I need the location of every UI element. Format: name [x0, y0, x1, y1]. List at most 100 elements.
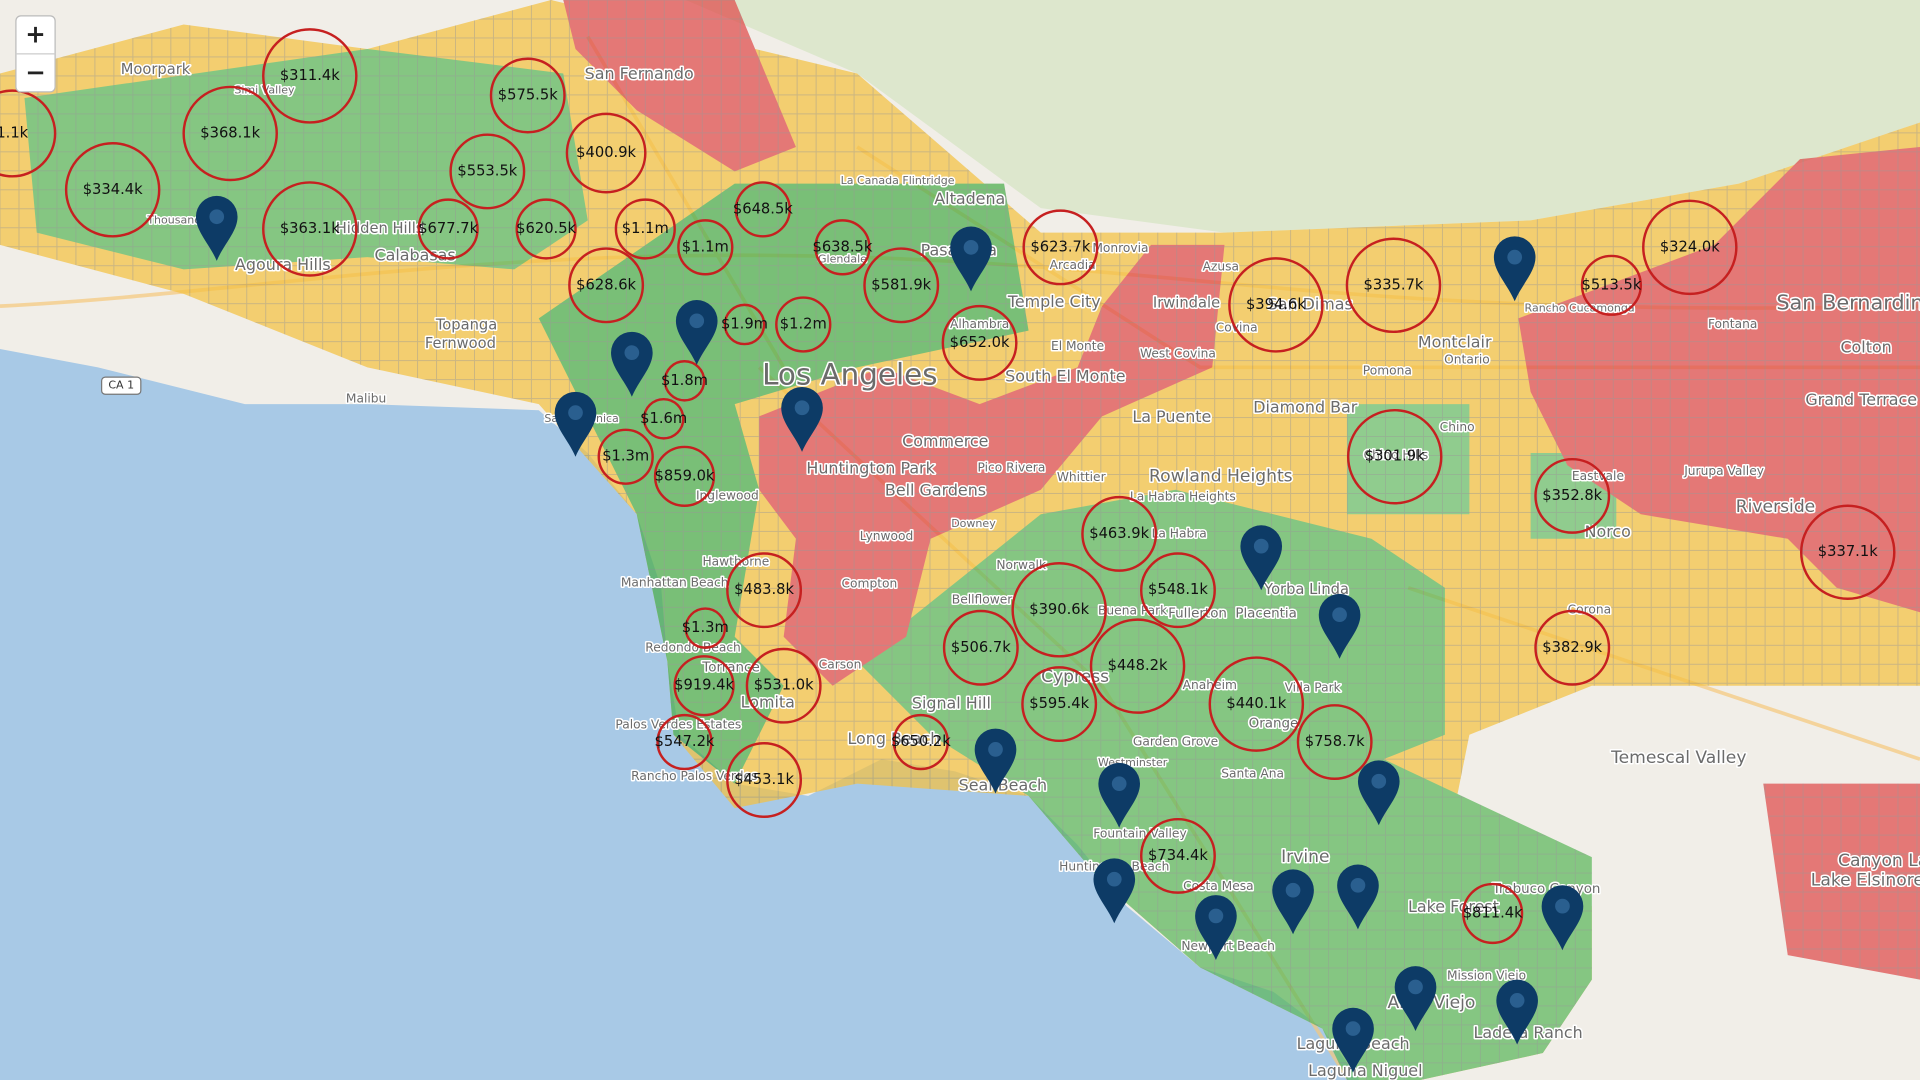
price-label: $368.1k — [200, 124, 260, 141]
location-pin — [1496, 979, 1538, 1045]
price-circle — [565, 112, 647, 194]
location-pin — [1093, 858, 1136, 924]
place-label: Agoura Hills — [235, 255, 331, 274]
price-circle — [1140, 817, 1216, 894]
place-label: Glendale — [818, 253, 867, 266]
place-label: Topanga — [435, 317, 497, 334]
place-label: Ladera Ranch — [1474, 1023, 1583, 1042]
price-circle — [449, 133, 526, 210]
pin-hole — [1285, 882, 1301, 898]
price-circle — [417, 198, 479, 260]
place-label: Corona — [1568, 602, 1612, 616]
place-label: Fernwood — [425, 335, 496, 352]
place-label: Placentia — [1235, 606, 1297, 621]
place-label: South El Monte — [1005, 367, 1125, 386]
place-label: Los Angeles — [762, 357, 937, 391]
price-circle — [1642, 199, 1738, 296]
place-label: Commerce — [902, 432, 988, 451]
price-circle — [1089, 618, 1186, 714]
price-circle — [1081, 495, 1158, 572]
price-circle — [684, 607, 727, 649]
price-label: $1.2m — [780, 315, 827, 332]
heat-cells — [1346, 404, 1470, 515]
heat-cells — [857, 489, 1592, 1080]
price-circle — [1534, 609, 1611, 686]
place-label: Hidden Hills — [336, 220, 424, 237]
location-pin — [781, 386, 823, 452]
location-pin — [1318, 593, 1361, 659]
price-label: $553.5k — [457, 162, 517, 179]
place-label: West Covina — [1140, 346, 1216, 360]
place-label: Jurupa Valley — [1683, 464, 1764, 478]
price-circle — [1462, 882, 1524, 945]
place-label: La Puente — [1132, 407, 1211, 426]
location-pin — [195, 195, 238, 261]
place-label: Buena Park — [1098, 604, 1168, 618]
price-label: $1.1m — [682, 238, 729, 255]
price-label: $677.7k — [418, 220, 478, 237]
place-label: Bell Gardens — [885, 481, 986, 500]
heat-cells — [1763, 783, 1920, 980]
place-label: Compton — [842, 577, 898, 591]
shield-label: CA 1 — [108, 379, 134, 392]
place-label: Chino Hills — [1364, 448, 1429, 462]
pin-hole — [1106, 871, 1122, 887]
location-pin — [1541, 885, 1584, 951]
price-label: $334.4k — [83, 181, 143, 198]
price-label: $301.9k — [1365, 448, 1425, 465]
price-label: $638.5k — [812, 238, 872, 255]
place-label: Altadena — [934, 189, 1005, 208]
place-label: Pomona — [1363, 364, 1412, 378]
price-circle — [182, 85, 278, 182]
zoom-out[interactable]: − — [25, 57, 46, 86]
heat-cells — [759, 244, 1225, 686]
location-pin — [611, 331, 653, 397]
price-label: $1.8m — [661, 372, 708, 389]
place-label: Irwindale — [1153, 295, 1220, 312]
price-circle — [568, 247, 645, 324]
price-label: $628.6k — [576, 276, 636, 293]
price-circle — [1534, 457, 1611, 534]
price-circle — [942, 609, 1019, 686]
pin-hole — [1345, 1021, 1361, 1036]
place-label: Bellflower — [952, 593, 1013, 607]
price-circle — [614, 198, 676, 260]
place-label: Fountain Valley — [1093, 826, 1186, 840]
pin-hole — [1332, 607, 1347, 623]
pin-hole — [1208, 908, 1224, 924]
price-label: $650.2k — [891, 733, 951, 750]
zoom-in[interactable]: + — [25, 20, 46, 49]
price-circle — [726, 742, 803, 818]
pin-hole — [988, 742, 1003, 757]
price-circle — [653, 445, 716, 507]
price-label: $1.9m — [721, 315, 768, 332]
place-label: La Habra Heights — [1130, 490, 1236, 504]
place-label: Carson — [819, 657, 862, 671]
price-circle — [663, 360, 706, 402]
place-label: Palos Verdes Estates — [615, 717, 741, 731]
pin-hole — [1408, 979, 1423, 995]
place-label: Chino — [1440, 420, 1475, 434]
price-label: $324.0k — [1660, 238, 1720, 255]
price-label: $440.1k — [1226, 695, 1286, 712]
place-label: Hawthorne — [702, 555, 769, 569]
price-circle — [734, 181, 792, 238]
place-label: Moorpark — [121, 61, 191, 78]
place-label: Irvine — [1281, 847, 1329, 867]
price-label: $394.6k — [1246, 296, 1306, 313]
price-label: $453.1k — [734, 771, 794, 788]
price-circle — [515, 198, 577, 260]
place-label: Monrovia — [1092, 241, 1148, 255]
price-circle — [1011, 562, 1107, 658]
location-pin — [1098, 762, 1140, 828]
pin-hole — [794, 400, 810, 416]
price-circle — [1228, 257, 1324, 353]
price-label: $506.7k — [951, 639, 1011, 656]
price-label: $363.1k — [280, 220, 340, 237]
place-label: Seal Beach — [959, 776, 1047, 795]
location-pin — [1272, 869, 1314, 935]
place-label: Orange — [1249, 717, 1299, 732]
